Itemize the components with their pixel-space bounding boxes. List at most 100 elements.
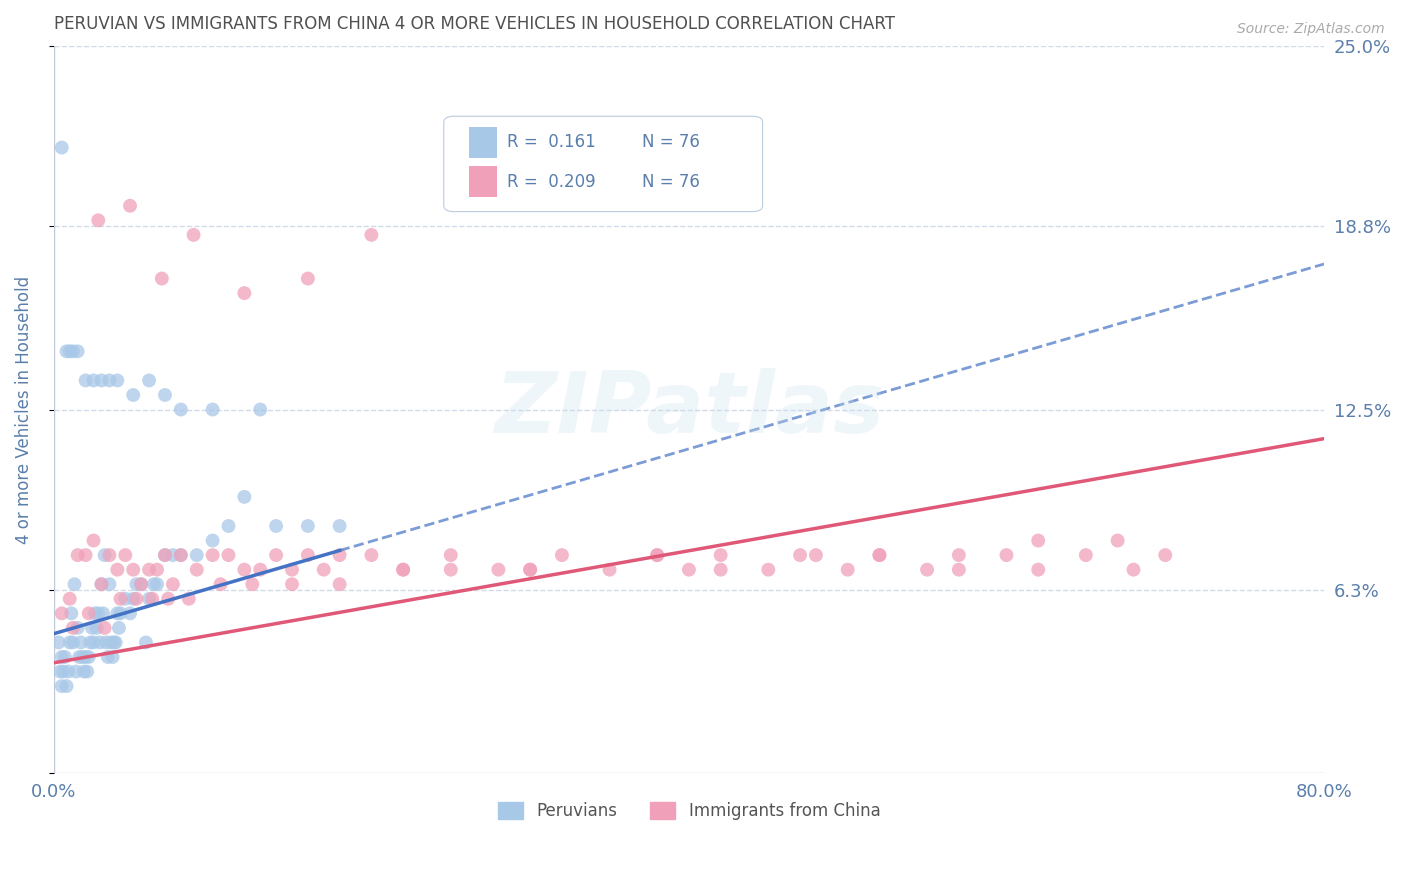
Point [118, 199, 141, 213]
Point [90, 577, 112, 591]
Point [177, 591, 200, 606]
Point [76, 665, 98, 679]
Point [329, 548, 352, 562]
Point [69, 635, 91, 649]
Point [837, 563, 859, 577]
Point [110, 607, 132, 621]
Point [56, 665, 79, 679]
Point [281, 563, 304, 577]
Point [146, 577, 169, 591]
Point [87, 213, 110, 227]
Point [138, 591, 160, 606]
Point [51, 650, 73, 665]
Point [83, 635, 105, 649]
Point [93, 548, 115, 562]
Point [83, 374, 105, 388]
Point [710, 548, 733, 562]
Point [551, 548, 574, 562]
Point [201, 533, 224, 548]
Point [240, 577, 263, 591]
Point [218, 548, 240, 562]
Point [1026, 533, 1049, 548]
Point [360, 548, 382, 562]
Point [329, 577, 352, 591]
Point [1154, 548, 1177, 562]
Point [162, 548, 184, 562]
Point [599, 563, 621, 577]
Point [62, 635, 84, 649]
Point [80, 621, 103, 635]
Point [51, 607, 73, 621]
Point [125, 591, 148, 606]
Point [90, 374, 112, 388]
Point [297, 519, 319, 533]
Point [77, 650, 100, 665]
Point [218, 519, 240, 533]
Point [110, 591, 132, 606]
Point [125, 577, 148, 591]
Point [157, 591, 180, 606]
Point [486, 563, 509, 577]
Point [98, 548, 121, 562]
Point [73, 665, 96, 679]
Point [756, 563, 779, 577]
Point [49, 665, 72, 679]
Point [170, 548, 193, 562]
Point [183, 227, 205, 242]
Point [129, 577, 152, 591]
Text: R =  0.209: R = 0.209 [508, 173, 596, 191]
Point [62, 344, 84, 359]
Point [678, 563, 700, 577]
Point [135, 635, 157, 649]
Point [440, 548, 463, 562]
Point [869, 548, 891, 562]
Point [77, 607, 100, 621]
Point [98, 374, 121, 388]
Point [90, 577, 112, 591]
Point [281, 577, 304, 591]
Point [249, 402, 271, 417]
Point [1074, 548, 1097, 562]
Point [138, 563, 160, 577]
Point [170, 402, 193, 417]
Point [1122, 563, 1144, 577]
Point [153, 548, 176, 562]
Point [51, 679, 73, 693]
Point [59, 344, 82, 359]
Point [1107, 533, 1129, 548]
Point [100, 635, 122, 649]
Point [96, 635, 118, 649]
Point [519, 563, 541, 577]
Text: ZIPatlas: ZIPatlas [494, 368, 884, 451]
Point [186, 563, 208, 577]
Point [62, 621, 84, 635]
Point [141, 591, 163, 606]
Point [104, 635, 127, 649]
Point [233, 563, 256, 577]
Point [122, 563, 145, 577]
Point [108, 621, 131, 635]
Point [1026, 563, 1049, 577]
Legend: Peruvians, Immigrants from China: Peruvians, Immigrants from China [491, 796, 887, 827]
Point [53, 650, 76, 665]
FancyBboxPatch shape [444, 116, 762, 211]
Point [915, 563, 938, 577]
Text: R =  0.161: R = 0.161 [508, 134, 596, 152]
FancyBboxPatch shape [470, 128, 498, 158]
Point [105, 563, 128, 577]
Point [645, 548, 668, 562]
Point [65, 665, 87, 679]
Point [162, 577, 184, 591]
Point [150, 271, 173, 285]
Point [51, 140, 73, 154]
Point [91, 607, 114, 621]
Point [201, 548, 224, 562]
Point [209, 577, 232, 591]
Point [75, 650, 97, 665]
Point [645, 548, 668, 562]
Point [89, 635, 111, 649]
Point [114, 548, 136, 562]
Point [84, 607, 107, 621]
Point [233, 286, 256, 301]
Point [249, 563, 271, 577]
